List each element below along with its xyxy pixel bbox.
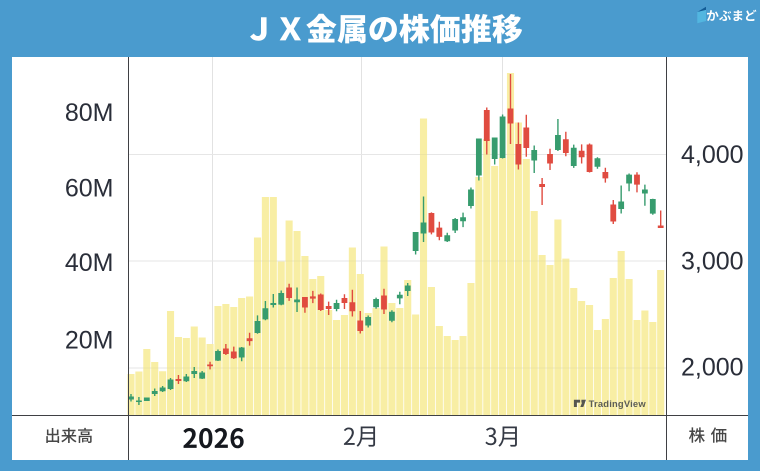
svg-text:2,000: 2,000: [681, 353, 744, 381]
svg-text:20M: 20M: [65, 326, 114, 354]
svg-text:40M: 40M: [65, 249, 114, 277]
svg-text:3,000: 3,000: [681, 248, 744, 276]
svg-text:60M: 60M: [65, 174, 114, 202]
svg-text:TradingView: TradingView: [589, 398, 647, 409]
svg-text:4,000: 4,000: [681, 141, 744, 169]
svg-text:80M: 80M: [65, 99, 114, 127]
